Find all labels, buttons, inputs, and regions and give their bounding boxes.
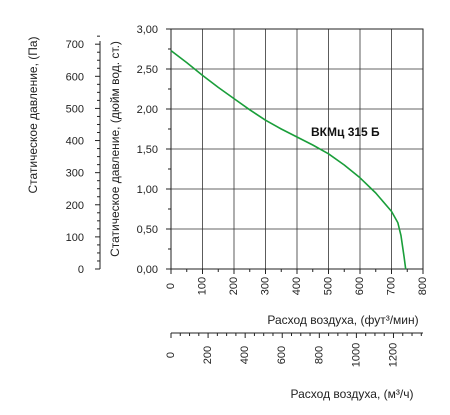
y2-tick-label: 200	[66, 200, 84, 212]
y2-tick-label: 700	[66, 39, 84, 51]
x2-tick-label: 1000	[350, 343, 362, 367]
y-axis-secondary-title: Статическое давление, (Па)	[26, 36, 40, 193]
y2-tick-label: 300	[66, 168, 84, 180]
x2-tick-label: 800	[313, 346, 325, 364]
axes: 0 100 200 300 400 500 600 700 800 0,00 0,50 1,00 1,5…	[66, 24, 429, 367]
x-tick-label: 100	[197, 277, 209, 295]
x-tick-label: 500	[323, 277, 335, 295]
y-tick-label: 2,00	[137, 104, 158, 116]
y-tick-label: 3,00	[137, 24, 158, 36]
x-axis-title: Расход воздуха, (фут³/мин)	[267, 313, 418, 327]
series-line	[170, 49, 407, 270]
y-axis-title: Статическое давление, (дюйм вод. ст.)	[108, 41, 122, 257]
data-marks	[170, 49, 407, 270]
y-tick-label: 1,00	[137, 184, 158, 196]
y-tick-label: 0,00	[137, 264, 158, 276]
x2-tick-label: 1200	[387, 343, 399, 367]
y2-tick-label: 100	[66, 232, 84, 244]
curve-label: ВКМц 315 Б	[311, 125, 380, 139]
y-tick-label: 2,50	[137, 64, 158, 76]
x-tick-label: 400	[291, 277, 303, 295]
x2-tick-label: 400	[239, 346, 251, 364]
y2-tick-label: 0	[78, 264, 84, 276]
y-tick-label: 1,50	[137, 144, 158, 156]
x2-tick-label: 0	[165, 352, 177, 358]
x-tick-label: 600	[354, 277, 366, 295]
x2-tick-label: 200	[202, 346, 214, 364]
y2-tick-label: 400	[66, 136, 84, 148]
y-tick-label: 0,50	[137, 224, 158, 236]
y2-tick-label: 500	[66, 103, 84, 115]
x-tick-label: 800	[417, 277, 429, 295]
y2-tick-label: 600	[66, 71, 84, 83]
x-axis-secondary-title: Расход воздуха, (м³/ч)	[291, 387, 414, 401]
x-tick-label: 700	[386, 277, 398, 295]
x-tick-label: 0	[165, 283, 177, 289]
x2-tick-label: 600	[276, 346, 288, 364]
grid-lines	[170, 28, 424, 270]
x-tick-label: 300	[260, 277, 272, 295]
x-tick-label: 200	[228, 277, 240, 295]
